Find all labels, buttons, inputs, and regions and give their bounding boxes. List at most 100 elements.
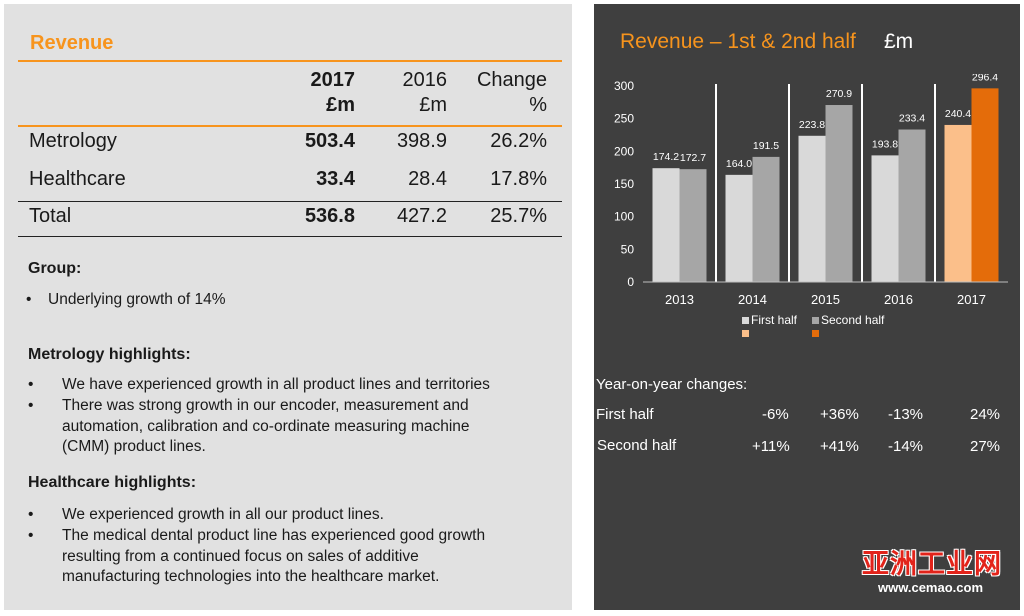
x-tick-label-2013: 2013 (665, 292, 694, 307)
healthcare-bullet-1-text: We experienced growth in all our product… (62, 506, 384, 523)
value-label-second-half-2017: 296.4 (972, 74, 998, 83)
bullet-marker: • (28, 506, 34, 523)
bullet-marker: • (28, 376, 34, 393)
metrology-bullet-2: • There was strong growth in our encoder… (28, 396, 470, 458)
table-top-rule (18, 60, 562, 62)
metrology-bullet-1: • We have experienced growth in all prod… (28, 375, 490, 396)
chart-panel: Revenue – 1st & 2nd half £m 0 50 100 150 200… (594, 4, 1020, 610)
value-label-second-half-2016: 233.4 (899, 113, 925, 125)
header-change: Change % (477, 68, 547, 118)
y-tick-label: 0 (627, 275, 634, 289)
header-2016-year: 2016 (402, 69, 448, 91)
header-2017-year: 2017 (310, 69, 356, 91)
row-label-metrology: Metrology (29, 130, 117, 152)
bar-first-half-2015 (798, 135, 826, 282)
legend-label-first-half: First half (751, 313, 798, 327)
total-2017: 536.8 (304, 205, 355, 227)
y-tick-label: 200 (614, 144, 634, 158)
value-label-first-half-2016: 193.8 (872, 138, 898, 150)
yoy-second-2015: +41% (820, 438, 859, 455)
header-change-unit: % (529, 94, 547, 116)
revenue-title: Revenue (30, 32, 114, 54)
metrology-bullet-1-text: We have experienced growth in all produc… (62, 376, 490, 393)
yoy-label-second-half: Second half (597, 437, 677, 454)
revenue-bar-chart: 0 50 100 150 200 250 300 174.2 172.7 2013 164.0191… (614, 74, 1008, 337)
bar-first-half-2014 (725, 174, 753, 282)
bar-second-half-2017 (971, 88, 999, 283)
healthcare-heading: Healthcare highlights: (28, 474, 197, 491)
yoy-first-2017: 24% (970, 406, 1001, 423)
yoy-first-2016: -13% (888, 406, 924, 423)
value-label-first-half-2015: 223.8 (799, 119, 825, 131)
value-label-second-half-2013: 172.7 (680, 152, 706, 164)
bullet-marker: • (26, 291, 32, 308)
metrology-heading: Metrology highlights: (28, 346, 191, 363)
yoy-first-2014: -6% (762, 406, 789, 423)
table-total-rule (18, 201, 562, 202)
header-2016-unit: £m (419, 94, 447, 116)
value-label-first-half-2017: 240.4 (945, 108, 971, 120)
metrology-2017: 503.4 (304, 130, 355, 152)
header-2017-unit: £m (326, 94, 355, 116)
bar-second-half-2013 (679, 169, 707, 282)
watermark-url: www.cemao.com (878, 580, 983, 595)
value-label-first-half-2014: 164.0 (726, 158, 752, 170)
legend-swatch-second-half (812, 317, 819, 324)
table-bottom-rule (18, 236, 562, 237)
metrology-change: 26.2% (490, 130, 547, 152)
header-change-label: Change (476, 69, 547, 91)
metrology-bullet-2-line-2: automation, calibration and co-ordinate … (62, 417, 470, 435)
chart-unit: £m (884, 30, 914, 53)
y-tick-label: 300 (614, 79, 634, 93)
y-tick-label: 250 (614, 112, 634, 126)
healthcare-change: 17.8% (490, 168, 547, 190)
yoy-first-2015: +36% (820, 406, 859, 423)
healthcare-bullet-2-line-3: manufacturing technologies into the heal… (62, 568, 440, 585)
group-heading: Group: (28, 260, 82, 277)
value-label-first-half-2013: 174.2 (653, 151, 679, 163)
x-tick-label-2017: 2017 (957, 292, 986, 307)
value-label-second-half-2014: 191.5 (753, 140, 779, 152)
x-tick-label-2016: 2016 (884, 292, 913, 307)
metrology-bullet-2-line-3: (CMM) product lines. (62, 438, 206, 455)
yoy-second-2017: 27% (970, 438, 1001, 455)
bar-second-half-2014 (752, 156, 780, 282)
table-header-rule (18, 125, 562, 127)
metrology-bullet-2-line-1: There was strong growth in our encoder, … (62, 397, 469, 414)
bullet-marker: • (28, 527, 34, 544)
total-2016: 427.2 (396, 205, 447, 227)
legend-swatch-first-half-highlight (742, 330, 749, 337)
bar-first-half-2017 (944, 124, 972, 283)
healthcare-2017: 33.4 (316, 168, 355, 190)
healthcare-bullet-2-line-2: resulting from a continued focus on sale… (62, 547, 419, 565)
bar-second-half-2015 (825, 105, 853, 283)
bar-second-half-2016 (898, 129, 926, 282)
y-tick-label: 150 (614, 177, 634, 191)
bar-first-half-2013 (652, 168, 680, 282)
bar-first-half-2016 (871, 155, 899, 282)
legend-swatch-second-half-highlight (812, 330, 819, 337)
header-2016: 2016 £m (403, 68, 448, 118)
y-tick-label: 50 (621, 242, 635, 256)
legend-label-second-half: Second half (821, 313, 885, 327)
watermark-logo-text: 亚洲工业网 (862, 549, 1002, 579)
row-label-healthcare: Healthcare (29, 168, 126, 190)
x-tick-label-2015: 2015 (811, 292, 840, 307)
metrology-2016: 398.9 (396, 130, 447, 152)
yoy-second-2014: +11% (752, 438, 790, 455)
revenue-panel: Revenue 2017 £m 2016 £m Change % Metrolo… (4, 4, 572, 610)
header-2017: 2017 £m (311, 68, 356, 118)
healthcare-bullet-1: • We experienced growth in all our produ… (28, 505, 384, 526)
x-tick-label-2014: 2014 (738, 292, 767, 307)
healthcare-bullet-2: • The medical dental product line has ex… (28, 526, 486, 588)
group-bullet: • Underlying growth of 14% (26, 290, 226, 311)
healthcare-2016: 28.4 (408, 168, 447, 190)
healthcare-bullet-2-line-1: The medical dental product line has expe… (62, 527, 486, 544)
yoy-label-first-half: First half (596, 406, 654, 423)
bullet-marker: • (28, 397, 34, 414)
group-bullet-text: Underlying growth of 14% (48, 291, 226, 308)
yoy-second-2016: -14% (888, 438, 924, 455)
y-tick-label: 100 (614, 210, 634, 224)
legend-swatch-first-half (742, 317, 749, 324)
row-label-total: Total (29, 205, 72, 227)
